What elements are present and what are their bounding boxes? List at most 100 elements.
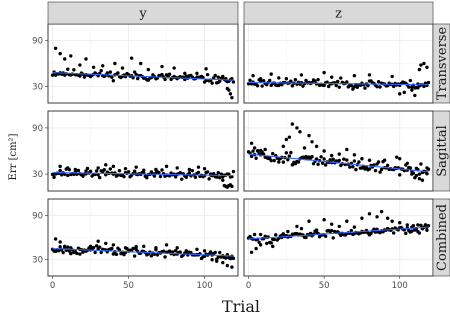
data-point <box>402 90 406 95</box>
data-point <box>367 73 372 77</box>
data-point <box>99 250 103 255</box>
data-point <box>75 251 79 256</box>
data-point <box>349 228 354 233</box>
data-point <box>96 239 100 243</box>
data-point <box>108 167 113 171</box>
data-point <box>249 141 254 146</box>
data-point <box>230 77 234 81</box>
data-point <box>385 216 390 220</box>
data-point <box>352 159 357 163</box>
data-point <box>322 70 326 75</box>
data-point <box>202 249 207 253</box>
data-point <box>311 161 316 166</box>
row-strip-background <box>432 198 450 277</box>
data-point <box>328 158 332 162</box>
data-point <box>413 93 417 98</box>
data-point <box>69 54 73 58</box>
data-point <box>108 70 113 74</box>
data-point <box>78 63 82 67</box>
data-point <box>63 57 67 61</box>
data-point <box>408 78 413 83</box>
data-point <box>117 168 122 173</box>
data-point <box>345 219 349 223</box>
data-point <box>367 167 372 171</box>
x-tick-label: 0 <box>50 281 55 291</box>
data-point <box>195 247 199 252</box>
data-point <box>210 81 214 85</box>
data-point <box>218 175 222 180</box>
trend-line <box>248 153 429 173</box>
data-point <box>167 72 172 76</box>
data-point <box>249 250 254 255</box>
data-point <box>379 209 384 214</box>
data-point <box>131 76 135 80</box>
data-point <box>357 160 361 164</box>
data-point <box>342 157 346 161</box>
data-point <box>360 156 364 161</box>
data-point <box>419 63 423 67</box>
data-point <box>110 75 114 79</box>
data-point <box>329 75 334 79</box>
panel-y-sagittal <box>47 110 239 192</box>
row-strip-label: Combined <box>435 204 450 271</box>
trend-line <box>52 72 234 81</box>
data-point <box>313 79 317 83</box>
data-point <box>298 130 302 134</box>
data-point <box>304 235 308 240</box>
data-point <box>173 175 178 179</box>
data-point <box>142 244 146 249</box>
data-point <box>104 163 108 167</box>
data-point <box>290 122 295 126</box>
data-point <box>254 246 258 251</box>
data-point <box>67 249 71 253</box>
data-point <box>105 71 109 75</box>
data-point <box>271 244 275 249</box>
data-point <box>202 166 207 171</box>
data-point <box>281 160 286 164</box>
data-point <box>215 259 219 263</box>
data-point <box>218 79 222 83</box>
data-point <box>296 160 301 164</box>
data-point <box>373 230 378 234</box>
data-point <box>205 170 210 174</box>
panel-border <box>47 198 239 277</box>
data-point <box>66 166 70 170</box>
data-point <box>178 170 182 175</box>
data-point <box>221 74 225 79</box>
data-point <box>425 166 429 170</box>
data-point <box>268 78 272 83</box>
data-point <box>58 168 62 173</box>
row-strip-transverse: Transverse <box>432 23 450 104</box>
data-point <box>94 169 99 173</box>
data-point <box>281 232 286 236</box>
data-point <box>164 164 169 169</box>
data-point <box>248 78 252 82</box>
data-point <box>183 71 187 76</box>
data-point <box>314 82 319 86</box>
data-point <box>425 65 429 69</box>
data-point <box>345 80 349 84</box>
data-point <box>224 256 228 260</box>
data-point <box>416 86 420 90</box>
data-point <box>123 246 128 250</box>
data-point <box>195 71 199 76</box>
data-point <box>329 153 334 158</box>
data-point <box>131 246 135 251</box>
data-point <box>345 158 349 162</box>
data-point <box>372 227 376 231</box>
data-point <box>329 222 334 226</box>
data-point <box>355 85 360 89</box>
data-point <box>93 250 97 255</box>
trend-line <box>52 248 234 257</box>
data-point <box>84 169 88 173</box>
data-point <box>78 252 82 256</box>
data-point <box>336 79 340 84</box>
data-point <box>398 92 402 96</box>
row-strip-label: Sagittal <box>435 125 450 177</box>
data-point <box>207 177 211 181</box>
data-point <box>348 165 352 169</box>
data-point <box>175 246 179 250</box>
data-point <box>154 167 158 172</box>
data-point <box>117 248 122 252</box>
y-tick-label: 30 <box>32 256 43 266</box>
